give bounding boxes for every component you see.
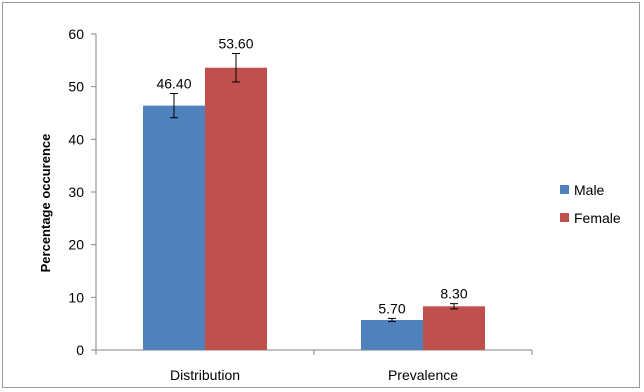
- legend-label-female: Female: [574, 210, 621, 226]
- data-label: 5.70: [378, 300, 405, 316]
- y-tick-label: 50: [68, 79, 84, 95]
- y-tick-label: 20: [68, 237, 84, 253]
- x-tick-label: Prevalence: [388, 367, 458, 383]
- y-tick-label: 40: [68, 131, 84, 147]
- y-tick-label: 10: [68, 289, 84, 305]
- y-tick-label: 30: [68, 184, 84, 200]
- legend: Male Female: [560, 182, 621, 226]
- y-tick-label: 60: [68, 26, 84, 42]
- legend-swatch-female: [560, 213, 569, 222]
- bar-male-distribution: [143, 105, 205, 350]
- bar-female-distribution: [205, 67, 267, 350]
- bar-female-prevalence: [423, 306, 485, 350]
- chart-frame: [2, 2, 640, 388]
- plot-area: 0 10 20 30 40 50 60 46.40 53.60 Distribution 5.70 8…: [68, 26, 533, 383]
- y-axis-title: Percentage occurence: [38, 134, 53, 273]
- legend-label-male: Male: [574, 182, 605, 198]
- legend-swatch-male: [560, 185, 569, 194]
- x-tick-label: Distribution: [170, 367, 240, 383]
- bar-male-prevalence: [361, 319, 423, 350]
- data-label: 46.40: [156, 76, 191, 92]
- data-label: 8.30: [440, 286, 467, 302]
- y-tick-label: 0: [76, 342, 84, 358]
- data-label: 53.60: [218, 35, 253, 51]
